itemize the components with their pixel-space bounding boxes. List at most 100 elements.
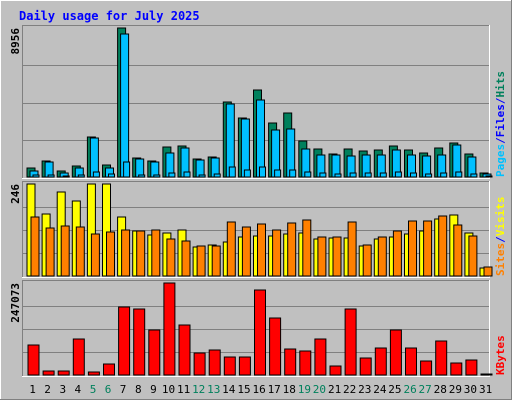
bar-sites-day-31 — [483, 266, 493, 277]
bar-pages-day-6 — [108, 173, 115, 178]
day-label-1: 1 — [29, 383, 36, 396]
day-label-17: 17 — [268, 383, 281, 396]
y-max-label: 247073 — [9, 283, 22, 323]
day-label-5: 5 — [90, 383, 97, 396]
bar-kbytes-day-14 — [223, 356, 236, 376]
day-label-31: 31 — [479, 383, 492, 396]
bar-files-day-12 — [195, 159, 205, 178]
bar-pages-day-3 — [62, 175, 70, 178]
bar-sites-day-8 — [136, 230, 146, 277]
bar-pages-day-14 — [228, 166, 236, 178]
bar-sites-day-1 — [30, 216, 40, 277]
bar-pages-day-28 — [440, 172, 448, 178]
day-label-15: 15 — [237, 383, 250, 396]
bar-pages-day-31 — [485, 175, 493, 178]
legend-pages: Pages — [494, 144, 507, 177]
bar-files-day-15 — [240, 118, 250, 178]
bar-pages-day-8 — [138, 174, 146, 178]
day-label-30: 30 — [464, 383, 477, 396]
day-label-29: 29 — [449, 383, 462, 396]
bar-sites-day-21 — [332, 236, 342, 277]
day-label-11: 11 — [177, 383, 190, 396]
bar-kbytes-day-4 — [72, 338, 85, 376]
bar-kbytes-day-7 — [118, 306, 131, 376]
bar-files-day-8 — [135, 158, 145, 178]
day-label-13: 13 — [207, 383, 220, 396]
bar-sites-day-3 — [60, 225, 70, 277]
bar-kbytes-day-1 — [27, 344, 40, 376]
bar-kbytes-day-30 — [465, 359, 478, 376]
bar-kbytes-day-23 — [359, 357, 372, 376]
day-label-21: 21 — [328, 383, 341, 396]
bar-sites-day-29 — [453, 224, 463, 277]
bar-sites-day-25 — [392, 230, 402, 277]
bar-pages-day-11 — [183, 171, 191, 178]
bar-kbytes-day-10 — [163, 282, 176, 376]
bar-kbytes-day-29 — [450, 362, 463, 376]
bar-kbytes-day-25 — [389, 329, 402, 376]
bar-pages-day-26 — [410, 172, 417, 178]
bar-pages-day-1 — [32, 174, 40, 178]
bar-kbytes-day-17 — [269, 317, 282, 376]
bar-kbytes-day-3 — [57, 370, 70, 376]
bar-pages-day-5 — [92, 171, 100, 178]
series-legend: Pages/Files/Hits — [494, 71, 507, 177]
bar-files-day-5 — [89, 137, 99, 178]
bar-kbytes-day-19 — [299, 350, 312, 376]
bar-sites-day-14 — [226, 221, 236, 277]
bar-pages-day-19 — [304, 171, 312, 178]
bar-kbytes-day-28 — [435, 340, 448, 376]
bar-kbytes-day-27 — [420, 360, 433, 376]
day-label-19: 19 — [298, 383, 311, 396]
bar-files-day-16 — [256, 99, 265, 178]
day-label-25: 25 — [388, 383, 401, 396]
day-label-12: 12 — [192, 383, 205, 396]
bar-kbytes-day-11 — [178, 324, 191, 376]
legend-separator: / — [494, 97, 507, 104]
bar-files-day-14 — [225, 103, 235, 178]
bar-kbytes-day-26 — [405, 347, 417, 376]
day-label-8: 8 — [135, 383, 142, 396]
day-label-26: 26 — [403, 383, 416, 396]
bar-sites-day-30 — [468, 235, 478, 277]
bar-pages-day-25 — [394, 171, 402, 178]
bar-kbytes-day-2 — [42, 370, 55, 376]
series-legend: KBytes — [494, 335, 507, 375]
y-max-label: 8956 — [9, 28, 22, 55]
bar-pages-day-10 — [168, 172, 176, 178]
bar-sites-day-7 — [121, 229, 131, 277]
bar-pages-day-24 — [379, 172, 387, 178]
legend-kbytes: KBytes — [494, 335, 507, 375]
bar-sites-day-4 — [75, 226, 85, 277]
bar-sites-day-10 — [166, 238, 176, 277]
bar-sites-day-12 — [196, 245, 206, 277]
bar-pages-day-23 — [364, 172, 372, 178]
bar-sites-day-20 — [317, 236, 327, 277]
bar-pages-day-9 — [153, 174, 161, 178]
day-label-23: 23 — [358, 383, 371, 396]
bar-sites-day-22 — [347, 221, 357, 277]
bar-kbytes-day-31 — [480, 373, 493, 376]
legend-visits: Visits — [494, 197, 507, 237]
panel-kbytes: 247073 KBytes — [9, 280, 507, 377]
bar-kbytes-day-6 — [103, 363, 115, 376]
legend-sites: Sites — [494, 243, 507, 276]
bar-pages-day-29 — [455, 171, 463, 178]
bar-pages-day-2 — [47, 174, 55, 178]
bar-kbytes-day-16 — [254, 289, 266, 376]
bar-kbytes-day-8 — [133, 308, 146, 376]
bar-sites-day-2 — [45, 227, 55, 277]
day-label-20: 20 — [313, 383, 326, 396]
bar-sites-day-5 — [90, 233, 100, 277]
day-label-22: 22 — [343, 383, 356, 396]
bar-pages-day-15 — [243, 169, 251, 178]
bar-pages-day-22 — [349, 172, 357, 178]
bar-sites-day-18 — [287, 222, 297, 277]
bar-kbytes-day-18 — [284, 348, 297, 376]
series-legend: Sites/Visits — [494, 197, 507, 277]
bar-pages-day-12 — [198, 174, 206, 178]
bar-sites-day-16 — [257, 223, 266, 277]
bar-pages-day-13 — [213, 173, 221, 178]
